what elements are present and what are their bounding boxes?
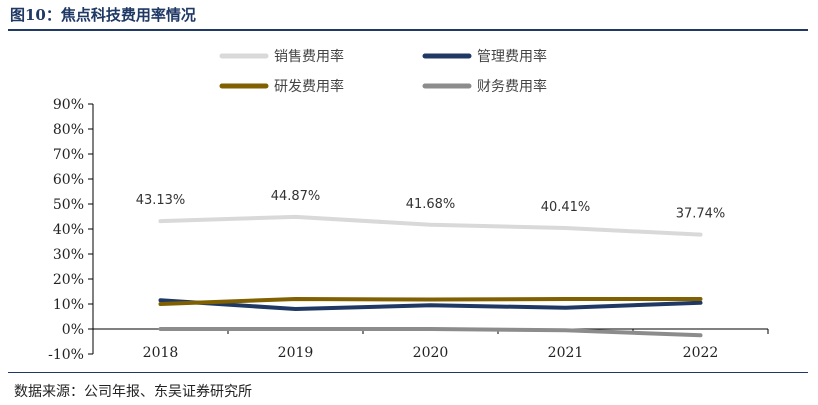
x-tick-label: 2022 bbox=[683, 345, 719, 361]
y-tick-label: 10% bbox=[53, 297, 84, 313]
y-tick-label: 30% bbox=[53, 247, 84, 263]
expense-ratio-chart: -10% 0% 10% 20% 30% 40% 50% 60% 70% 80% 90% 2018 201… bbox=[48, 48, 769, 363]
data-label: 44.87% bbox=[271, 189, 321, 204]
figure-title: 图10：焦点科技费用率情况 bbox=[10, 6, 196, 24]
y-tick-label: 50% bbox=[53, 197, 84, 213]
y-tick-label: 40% bbox=[53, 222, 84, 238]
series-line-1 bbox=[158, 298, 703, 311]
y-tick-label: 20% bbox=[53, 272, 84, 288]
x-tick-label: 2020 bbox=[413, 345, 449, 361]
data-label: 40.41% bbox=[541, 200, 591, 215]
series-line-2 bbox=[158, 297, 703, 306]
data-label: 41.68% bbox=[406, 197, 456, 212]
data-label: 37.74% bbox=[676, 207, 726, 222]
legend-label: 财务费用率 bbox=[477, 78, 547, 95]
y-tick-label: 90% bbox=[53, 97, 84, 113]
title-divider bbox=[8, 29, 808, 31]
data-label: 43.13% bbox=[136, 193, 186, 208]
series-line-0 bbox=[158, 214, 703, 237]
x-tick-label: 2021 bbox=[548, 345, 584, 361]
x-tick-label: 2018 bbox=[143, 345, 179, 361]
y-tick-label: 80% bbox=[53, 122, 84, 138]
y-tick-label: -10% bbox=[48, 347, 84, 363]
x-tick-label: 2019 bbox=[278, 345, 314, 361]
y-tick-label: 0% bbox=[62, 322, 84, 338]
legend-label: 管理费用率 bbox=[477, 48, 547, 65]
y-tick-label: 70% bbox=[53, 147, 84, 163]
legend-label: 研发费用率 bbox=[274, 78, 344, 95]
y-tick-label: 60% bbox=[53, 172, 84, 188]
source-divider bbox=[8, 372, 808, 373]
source-note: 数据来源：公司年报、东吴证券研究所 bbox=[14, 384, 252, 400]
series-line-3 bbox=[158, 327, 703, 338]
legend-label: 销售费用率 bbox=[274, 48, 344, 65]
